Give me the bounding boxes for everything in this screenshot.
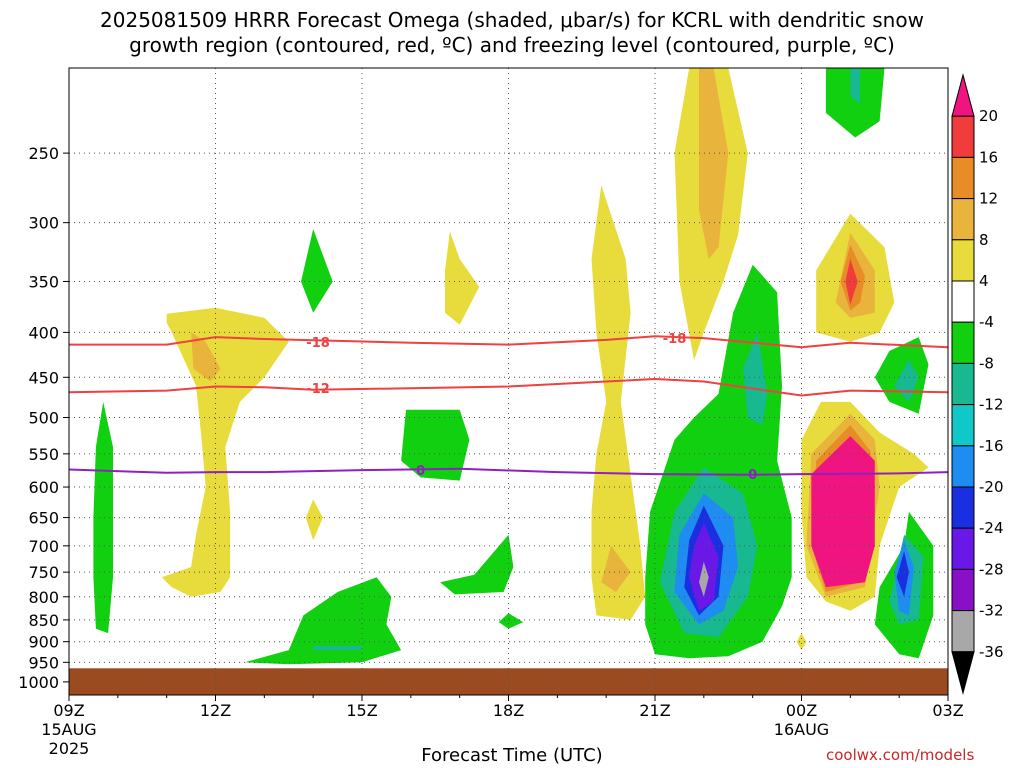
ground-fill [69, 668, 948, 695]
y-tick-label-650: 650 [28, 509, 59, 528]
contour-line-2 [69, 467, 948, 476]
region-green-bottom [244, 577, 402, 665]
omega-shaded-regions [93, 68, 934, 665]
x-axis-label: Forecast Time (UTC) [421, 745, 603, 766]
colorbar-cell-7 [951, 362, 975, 406]
y-tick-label-400: 400 [28, 323, 59, 342]
region-green-top-right [825, 68, 885, 138]
colorbar-label-8: 8 [979, 231, 989, 249]
region-early-yellow-upper [161, 307, 289, 597]
temperature-contours: -18 -12 0 -18 0 [69, 332, 948, 483]
x-tick-label-2: 15Z [346, 701, 377, 720]
chart-title-line2: growth region (contoured, red, ºC) and f… [129, 33, 895, 57]
region-green-780 [440, 534, 514, 595]
region-gray-center [699, 561, 709, 597]
y-tick-label-300: 300 [28, 214, 59, 233]
contour-line-1 [69, 378, 948, 397]
y-tick-label-550: 550 [28, 445, 59, 464]
region-cyan-top-right [850, 68, 861, 105]
colorbar-cell-14 [951, 651, 975, 695]
x-tick-label-0: 09Z [53, 701, 84, 720]
contour-label-0: -18 [306, 336, 330, 351]
colorbar-label--12: -12 [979, 396, 1004, 414]
chart-title-line1: 2025081509 HRRR Forecast Omega (shaded, … [100, 8, 924, 32]
region-yellow-650 [305, 499, 323, 541]
colorbar-label--20: -20 [979, 478, 1004, 496]
region-cyan-upper [742, 332, 768, 425]
colorbar-label--24: -24 [979, 519, 1004, 537]
colorbar-cell-6 [951, 321, 975, 364]
y-tick-label-750: 750 [28, 563, 59, 582]
colorbar-label--16: -16 [979, 437, 1004, 455]
colorbar-cell-13 [951, 610, 975, 653]
y-tick-label-600: 600 [28, 478, 59, 497]
colorbar-label-4: 4 [979, 272, 989, 290]
colorbar-cell-5 [951, 280, 975, 323]
region-early-green [93, 401, 113, 634]
contour-label-3: -18 [663, 332, 687, 347]
region-green-325 [301, 229, 333, 313]
ground-layer [69, 668, 948, 695]
y-tick-label-950: 950 [28, 653, 59, 672]
colorbar-cell-10 [951, 486, 975, 529]
y-tick-label-1000: 1000 [18, 673, 59, 692]
y-tick-label-350: 350 [28, 272, 59, 291]
colorbar-cell-0 [951, 73, 975, 117]
colorbar-cell-2 [951, 156, 975, 200]
colorbar-cell-11 [951, 527, 975, 570]
colorbar-label--8: -8 [979, 354, 994, 372]
colorbar-cell-4 [951, 239, 975, 282]
region-dark-blue-right-lower [896, 551, 909, 597]
region-green-860 [498, 613, 524, 629]
colorbar-cell-1 [951, 115, 975, 158]
region-yellow-330 [445, 231, 480, 325]
y-tick-label-900: 900 [28, 633, 59, 652]
region-orange-tower [601, 545, 631, 592]
colorbar: 20 16 12 8 4 -4 -8 -12 -16 -20 -24 -28 -32 -36 [951, 73, 1004, 695]
colorbar-cell-8 [951, 404, 975, 447]
colorbar-label--4: -4 [979, 313, 994, 331]
colorbar-cell-9 [951, 445, 975, 488]
x-tick-date-5: 16AUG [774, 720, 829, 739]
region-red-right [845, 259, 858, 305]
colorbar-label--28: -28 [979, 560, 1004, 578]
y-tick-label-850: 850 [28, 611, 59, 630]
x-tick-label-4: 21Z [639, 701, 670, 720]
colorbar-cell-12 [951, 568, 975, 612]
x-tick-label-6: 03Z [932, 701, 963, 720]
x-tick-label-1: 12Z [200, 701, 231, 720]
region-cyan-bottom [313, 645, 362, 651]
y-axis: 250 300 350 400 450 500 550 600 650 700 750 800 850 9… [18, 144, 69, 692]
x-tick-year-0: 2025 [49, 739, 90, 758]
x-tick-label-3: 18Z [493, 701, 524, 720]
contour-label-2: 0 [416, 464, 425, 479]
region-green-mid [401, 409, 470, 481]
y-tick-label-250: 250 [28, 144, 59, 163]
y-tick-label-500: 500 [28, 408, 59, 427]
region-orange-pillar [699, 68, 729, 259]
x-tick-date-0: 15AUG [41, 720, 96, 739]
colorbar-label--32: -32 [979, 602, 1004, 620]
colorbar-label--36: -36 [979, 643, 1004, 661]
region-early-orange [191, 332, 221, 382]
colorbar-label-12: 12 [979, 190, 998, 208]
region-yellow-dot [796, 633, 807, 651]
y-tick-label-700: 700 [28, 537, 59, 556]
contour-line-0 [69, 335, 948, 349]
region-yellow-tower [591, 185, 646, 620]
contour-label-1: -12 [306, 382, 330, 397]
y-tick-label-450: 450 [28, 368, 59, 387]
x-tick-label-5: 00Z [786, 701, 817, 720]
y-tick-label-800: 800 [28, 588, 59, 607]
credit-text: coolwx.com/models [826, 746, 975, 764]
contour-label-4: 0 [748, 468, 757, 483]
colorbar-label-16: 16 [979, 148, 998, 166]
colorbar-cell-3 [951, 198, 975, 241]
colorbar-label-20: 20 [979, 107, 998, 125]
